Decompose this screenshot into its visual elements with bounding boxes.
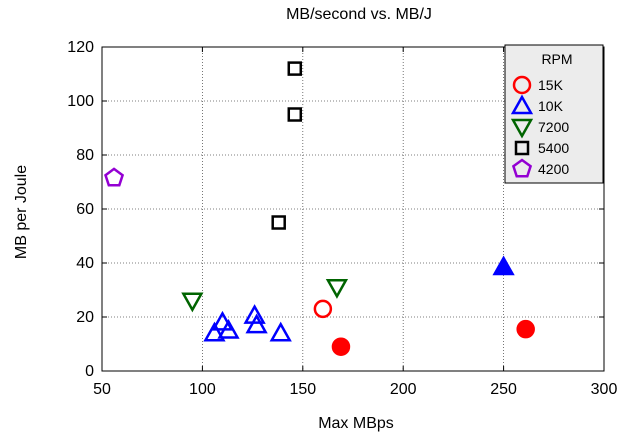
point-10k-triangle-up: [243, 304, 266, 324]
legend-label-15k: 15K: [538, 77, 564, 93]
chart-title: MB/second vs. MB/J: [286, 6, 432, 23]
legend-label-5400: 5400: [538, 140, 569, 156]
grid-lines: [102, 47, 604, 371]
data-points: [104, 61, 535, 356]
point-5400-square: [271, 215, 286, 230]
y-tick-label: 0: [85, 363, 94, 380]
legend-label-10k: 10K: [538, 98, 564, 114]
y-tick-label: 120: [67, 39, 94, 56]
legend-label-7200: 7200: [538, 119, 569, 135]
point-5400-square: [287, 107, 303, 122]
x-axis-title: Max MBps: [318, 415, 394, 432]
legend-label-4200: 4200: [538, 161, 569, 177]
series-4200: [104, 167, 125, 187]
legend-marker-4200: [511, 158, 533, 178]
point-10k-triangle-up: [269, 321, 292, 342]
y-tick-label: 80: [76, 147, 94, 164]
point-4200-pentagon: [104, 167, 125, 187]
point-5400-square: [287, 61, 303, 76]
x-tick-label: 50: [93, 381, 111, 398]
point-7200-triangle-down: [181, 292, 204, 313]
y-tick-label: 20: [76, 309, 94, 326]
legend-marker-15k: [512, 75, 532, 95]
x-tick-label: 300: [591, 381, 618, 398]
point-10k-triangle-up: [217, 318, 240, 339]
y-tick-label: 100: [67, 93, 94, 110]
legend-title: RPM: [541, 51, 572, 67]
x-tick-label: 100: [189, 381, 216, 398]
series-10k: [203, 255, 515, 342]
series-15k: [313, 299, 535, 356]
point-10k-triangle-up: [203, 321, 226, 342]
x-tick-label: 200: [390, 381, 417, 398]
point-15k-circle: [331, 337, 351, 356]
series-5400: [271, 61, 303, 230]
y-tick-label: 60: [76, 201, 94, 218]
x-tick-label: 150: [289, 381, 316, 398]
point-7200-triangle-down: [325, 279, 349, 299]
point-15k-circle: [516, 319, 535, 339]
axis-ticks: 50 100 150 200 250 300 0 20 40 60 80 100 120: [67, 39, 617, 398]
point-10k-triangle-up: [211, 310, 234, 331]
point-10k-triangle-up: [492, 255, 515, 276]
legend-marker-10k: [510, 94, 534, 115]
legend-marker-7200: [510, 118, 534, 139]
series-7200: [181, 279, 349, 313]
x-tick-label: 250: [490, 381, 517, 398]
y-tick-label: 40: [76, 255, 94, 272]
point-10k-triangle-up: [245, 313, 268, 334]
point-15k-circle: [313, 299, 333, 319]
y-axis-title: MB per Joule: [13, 165, 30, 259]
legend: RPM 15K 10K 7200 5400 4200: [504, 44, 604, 184]
legend-marker-5400: [514, 140, 530, 156]
